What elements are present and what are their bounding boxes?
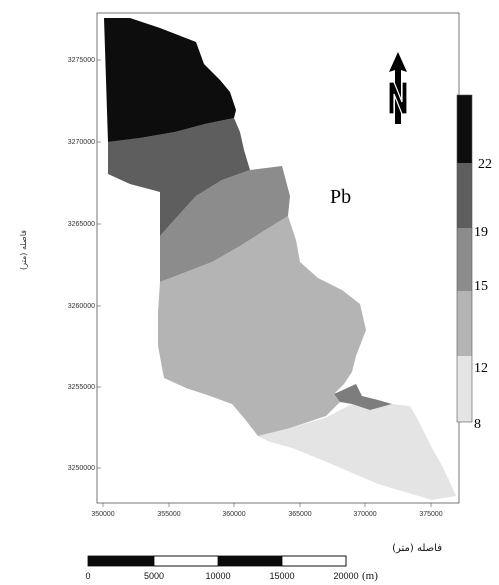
scale-label: 0 [85, 571, 90, 581]
scale-label: 15000 [269, 571, 294, 581]
scale-bar: فاصله (متر) 0 5000 10000 15000 20000 (m) [85, 543, 442, 582]
x-tick-label: 360000 [222, 511, 245, 518]
y-tick-label: 3255000 [68, 384, 95, 391]
scale-bar-title: فاصله (متر) [392, 543, 442, 554]
y-tick-label: 3260000 [68, 303, 95, 310]
legend-label: 15 [474, 279, 488, 294]
legend-label: 8 [474, 417, 481, 432]
scale-label: 10000 [205, 571, 230, 581]
x-tick-label: 365000 [288, 511, 311, 518]
x-tick-label: 370000 [353, 511, 376, 518]
legend-swatch-darkest [457, 95, 472, 163]
y-tick-label: 3265000 [68, 221, 95, 228]
element-label: Pb [330, 186, 351, 208]
legend-swatch-medium [457, 228, 472, 291]
zone-medium [160, 166, 290, 282]
x-tick-label: 355000 [157, 511, 180, 518]
scale-label: 5000 [144, 571, 164, 581]
scale-unit: (m) [362, 570, 378, 582]
scale-segment [153, 555, 219, 567]
legend-label: 12 [474, 361, 488, 376]
legend-swatch-dark [457, 163, 472, 228]
scale-segment [88, 556, 154, 566]
y-tick-label: 3250000 [68, 465, 95, 472]
scale-label: 20000 [333, 571, 358, 581]
legend: 22 19 15 12 8 [456, 94, 492, 432]
x-axis: 350000 355000 360000 365000 370000 37500… [91, 503, 443, 518]
legend-label: 19 [474, 225, 488, 240]
y-tick-label: 3270000 [68, 139, 95, 146]
zone-dark [108, 118, 250, 236]
zone-light [158, 216, 366, 436]
legend-swatch-lightest [457, 356, 472, 422]
scale-segment [281, 555, 347, 567]
legend-label: 22 [478, 157, 492, 172]
legend-border [456, 94, 473, 423]
zone-light-sliver [334, 384, 392, 410]
concentration-zones [104, 18, 456, 500]
zone-darkest [104, 18, 236, 142]
north-arrow-icon [388, 52, 408, 124]
y-axis: 3275000 3270000 3265000 3260000 3255000 … [19, 57, 101, 472]
legend-swatch-light [457, 291, 472, 356]
scale-bar-outline [87, 555, 347, 567]
zone-lightest [258, 404, 456, 500]
x-tick-label: 375000 [419, 511, 442, 518]
scale-segment [218, 556, 282, 566]
x-tick-label: 350000 [91, 511, 114, 518]
y-tick-label: 3275000 [68, 57, 95, 64]
y-axis-title: فاصله (متر) [19, 230, 28, 270]
